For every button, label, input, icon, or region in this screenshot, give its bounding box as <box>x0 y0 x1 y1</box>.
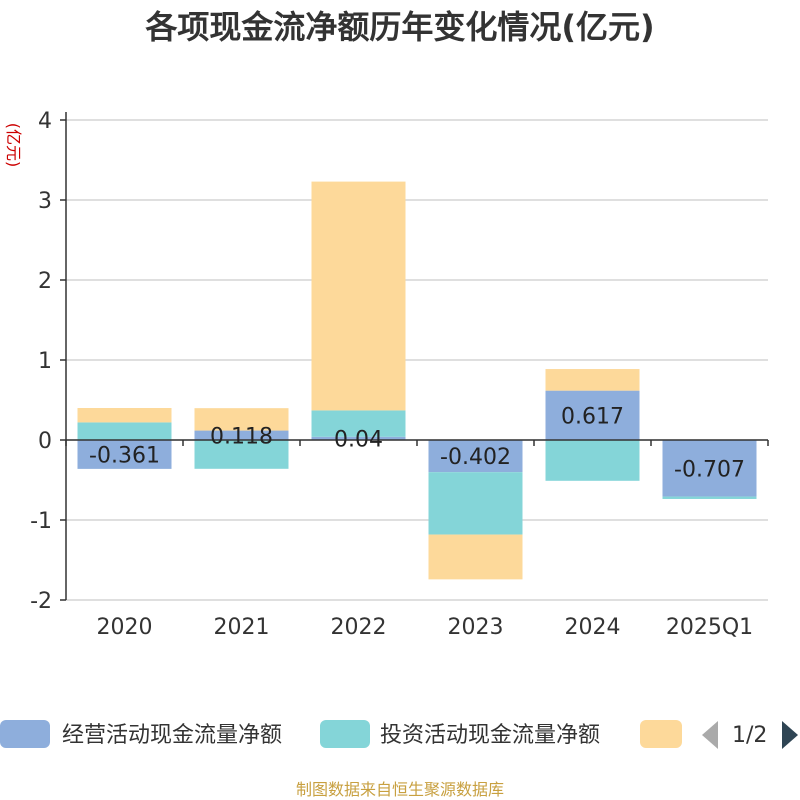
data-label-2024: 0.617 <box>561 404 624 429</box>
x-tick-label: 2023 <box>448 615 504 640</box>
x-tick-label: 2024 <box>565 615 621 640</box>
y-tick-label: 1 <box>38 349 52 374</box>
legend-swatch-investing[interactable] <box>320 720 370 748</box>
y-tick-label: 2 <box>38 269 52 294</box>
data-label-2023: -0.402 <box>440 445 511 470</box>
source-note: 制图数据来自恒生聚源数据库 <box>296 780 504 799</box>
data-labels: -0.361 0.118 0.04 -0.402 0.617 -0.707 <box>89 404 745 482</box>
legend-label-operating[interactable]: 经营活动现金流量净额 <box>62 723 282 748</box>
legend-next-arrow-icon[interactable] <box>782 721 798 749</box>
legend: 经营活动现金流量净额 投资活动现金流量净额 1/2 <box>0 720 798 749</box>
x-tick-label: 2025Q1 <box>666 615 753 640</box>
bar-series2-2022 <box>311 410 406 437</box>
legend-swatch-operating[interactable] <box>0 720 50 748</box>
y-tick-label: 3 <box>38 189 52 214</box>
bar-series1-2020 <box>77 440 172 469</box>
bar-series3-2022 <box>311 181 406 411</box>
data-label-2020: -0.361 <box>89 443 160 468</box>
bar-series3-2020 <box>77 408 172 423</box>
bar-series1-2022 <box>311 436 406 440</box>
axes-group: 4 3 2 1 0 -1 -2 2020 2021 2022 2023 2024 2025Q1 <box>30 109 769 640</box>
bars-group <box>77 181 757 580</box>
legend-swatch-financing[interactable] <box>640 720 682 748</box>
y-tick-label: 4 <box>38 109 52 134</box>
bar-series2-2025Q1 <box>662 496 757 499</box>
bar-series1-2024 <box>545 390 640 440</box>
bar-series2-2023 <box>428 472 523 535</box>
bar-series1-2023 <box>428 440 523 473</box>
bar-series1-2025Q1 <box>662 440 757 497</box>
y-tick-label: -1 <box>30 509 52 534</box>
legend-prev-arrow-icon[interactable] <box>702 721 718 749</box>
legend-label-investing[interactable]: 投资活动现金流量净额 <box>380 723 600 748</box>
legend-page-indicator: 1/2 <box>732 723 767 748</box>
y-axis-label: (亿元) <box>4 123 23 168</box>
y-tick-label: -2 <box>30 589 52 614</box>
bar-series3-2023 <box>428 534 523 580</box>
chart-title: 各项现金流净额历年变化情况(亿元) <box>145 8 654 46</box>
grid-lines <box>66 119 768 601</box>
bar-series3-2021 <box>194 408 289 431</box>
bar-series2-2021 <box>194 440 289 469</box>
data-label-2025Q1: -0.707 <box>674 457 745 482</box>
x-tick-label: 2020 <box>97 615 153 640</box>
bar-series2-2024 <box>545 440 640 481</box>
y-tick-label: 0 <box>38 429 52 454</box>
bar-series1-2021 <box>194 430 289 440</box>
bar-series2-2020 <box>77 422 172 440</box>
data-label-2021: 0.118 <box>210 424 273 449</box>
data-label-2022: 0.04 <box>334 427 383 452</box>
x-tick-label: 2021 <box>214 615 270 640</box>
x-tick-label: 2022 <box>331 615 387 640</box>
bar-series3-2024 <box>545 369 640 391</box>
